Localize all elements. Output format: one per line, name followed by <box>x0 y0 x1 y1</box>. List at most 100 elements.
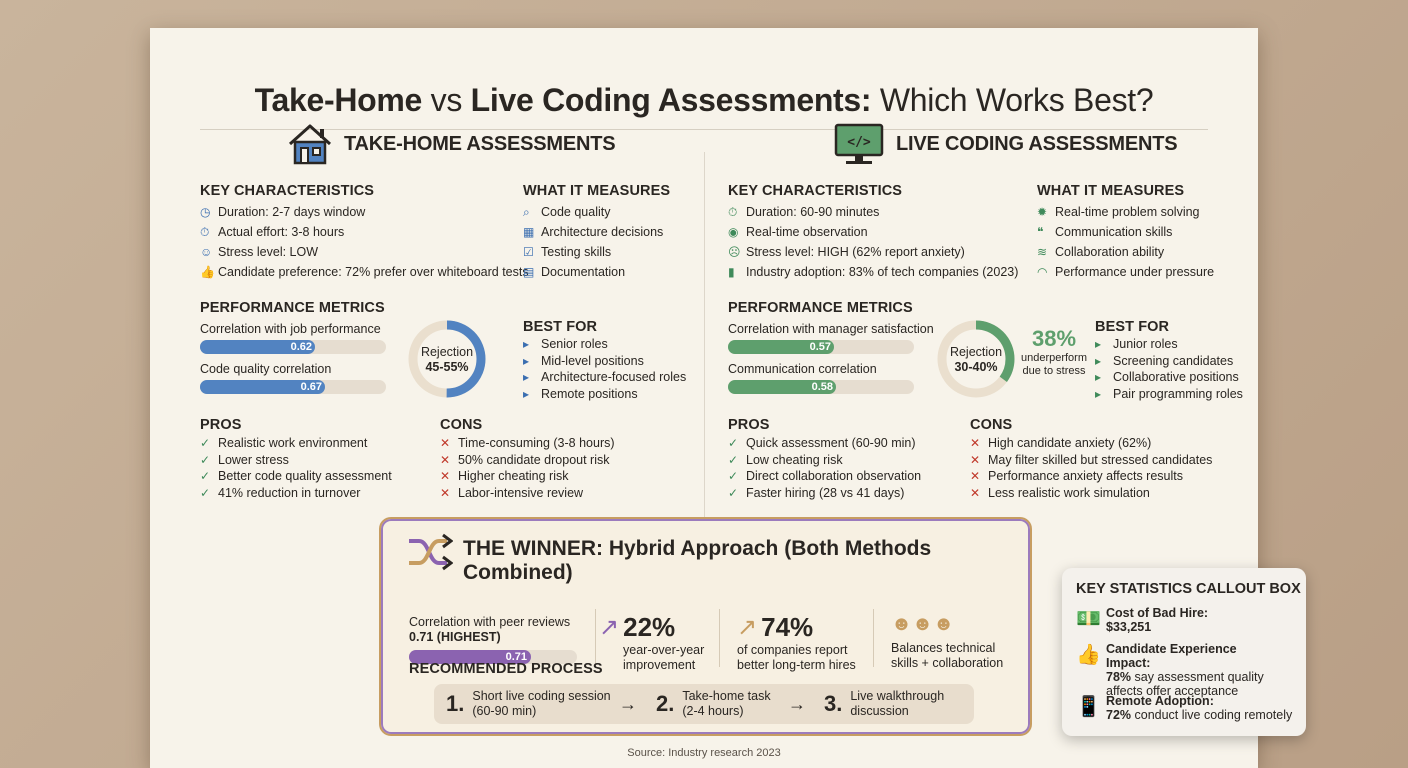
metric-label: Correlation with manager satisfaction <box>728 322 934 336</box>
live-pros-title: PROS <box>728 417 770 433</box>
list-item: 👍 Candidate preference: 72% prefer over w… <box>200 265 529 279</box>
live-best-list: ▸ Junior roles ▸ Screening candidates ▸ Col… <box>1095 336 1243 402</box>
winner-title: THE WINNER: Hybrid Approach (Both Method… <box>463 537 932 584</box>
list-item: ⏱ Duration: 60-90 minutes <box>728 204 880 220</box>
stat-line: due to stress <box>1022 365 1086 377</box>
process-step-1: 1. Short live coding session (60-90 min) <box>446 689 611 718</box>
list-item: ▤ Documentation <box>523 265 626 279</box>
take-home-measures-list: ⌕ Code quality ▦ Architecture decisions ☑ T… <box>523 202 663 282</box>
stat-yoy: ↗ 22% year-over-year improvement <box>599 612 705 672</box>
metric-bar: 0.58 <box>728 380 914 394</box>
triangle-bullet-icon: ▸ <box>523 386 530 401</box>
triangle-bullet-icon: ▸ <box>523 370 530 385</box>
rejection-label: Rejection <box>949 345 1003 359</box>
stat-divider <box>595 609 596 667</box>
take-home-metric-1: Correlation with job performance 0.62 <box>200 322 386 354</box>
callout-title: KEY STATISTICS CALLOUT BOX <box>1076 581 1301 597</box>
list-item: ✓ Better code quality assessment <box>200 469 392 484</box>
take-home-perf-title: PERFORMANCE METRICS <box>200 300 385 316</box>
triangle-bullet-icon: ▸ <box>1095 353 1102 368</box>
infographic-paper: Take-Home vs Live Coding Assessments: Wh… <box>150 28 1258 768</box>
list-item: ▸ Architecture-focused roles <box>523 370 687 385</box>
eye-icon: ◉ <box>728 225 739 239</box>
metric-label: Correlation with job performance <box>200 322 381 336</box>
take-home-best-list: ▸ Senior roles ▸ Mid-level positions ▸ Arch… <box>523 336 686 402</box>
arrow-right-icon: → <box>619 694 637 714</box>
bar-chart-icon: ▮ <box>728 265 735 279</box>
clock-icon: ◷ <box>200 205 211 219</box>
metric-bar: 0.71 <box>409 650 577 664</box>
page-title: Take-Home vs Live Coding Assessments: Wh… <box>150 82 1258 119</box>
list-item: ≋ Collaboration ability <box>1037 245 1165 259</box>
check-icon: ✓ <box>728 436 739 451</box>
title-vs: vs <box>422 82 471 118</box>
list-item: ▸ Pair programming roles <box>1095 386 1243 401</box>
trend-up-icon: ↗ <box>737 614 758 641</box>
process-title: RECOMMENDED PROCESS <box>409 661 603 677</box>
house-icon <box>286 122 334 171</box>
cross-icon: ✕ <box>440 436 451 451</box>
check-icon: ✓ <box>200 436 211 451</box>
stat-divider <box>719 609 720 667</box>
metric-bar: 0.62 <box>200 340 386 354</box>
dollar-bill-icon: 💵 <box>1076 608 1101 630</box>
metric-bar: 0.67 <box>200 380 386 394</box>
live-measures-list: ✹ Real-time problem solving ❝ Communicatio… <box>1037 202 1214 282</box>
thumbs-up-icon: 👍 <box>200 265 215 279</box>
list-item: ▸ Senior roles <box>523 337 608 352</box>
metric-bar-fill: 0.71 <box>409 650 531 664</box>
blueprint-icon: ▦ <box>523 225 535 239</box>
list-item: ◠ Performance under pressure <box>1037 265 1215 279</box>
lightbulb-icon: ✹ <box>1037 205 1048 219</box>
list-item: ⏱ Actual effort: 3-8 hours <box>200 224 345 240</box>
list-item: ✕ Time-consuming (3-8 hours) <box>440 436 615 451</box>
hybrid-correlation: Correlation with peer reviews 0.71 (HIGH… <box>409 615 577 664</box>
cross-icon: ✕ <box>440 469 451 484</box>
list-item: ☑ Testing skills <box>523 245 612 259</box>
list-item: ▸ Screening candidates <box>1095 353 1234 368</box>
triangle-bullet-icon: ▸ <box>1095 370 1102 385</box>
live-cons-title: CONS <box>970 417 1013 433</box>
list-item: ✓ Faster hiring (28 vs 41 days) <box>728 485 905 500</box>
rejection-value: 30-40% <box>954 360 998 374</box>
take-home-pros-list: ✓ Realistic work environment ✓ Lower stres… <box>200 435 392 501</box>
stopwatch-icon: ⏱ <box>728 204 738 219</box>
live-measures-title: WHAT IT MEASURES <box>1037 183 1185 199</box>
list-item: ⌕ Code quality <box>523 204 611 220</box>
check-icon: ✓ <box>728 469 739 484</box>
checkbox-icon: ☑ <box>523 245 534 259</box>
take-home-rejection-donut: Rejection 45-55% <box>407 319 487 404</box>
stat-companies: ↗ 74% of companies report better long-ter… <box>737 612 856 672</box>
shuffle-icon <box>407 533 454 576</box>
live-section-title: LIVE CODING ASSESSMENTS <box>896 133 1178 155</box>
list-item: ✓ Lower stress <box>200 452 289 467</box>
triangle-bullet-icon: ▸ <box>523 337 530 352</box>
metric-label: Communication correlation <box>728 362 877 376</box>
list-item: ▸ Mid-level positions <box>523 353 644 368</box>
cross-icon: ✕ <box>970 485 981 500</box>
cross-icon: ✕ <box>440 452 451 467</box>
cross-icon: ✕ <box>970 452 981 467</box>
magnifier-icon: ⌕ <box>523 204 530 219</box>
metric-bar-fill: 0.57 <box>728 340 834 354</box>
triangle-bullet-icon: ▸ <box>523 353 530 368</box>
process-steps: 1. Short live coding session (60-90 min) … <box>434 684 974 724</box>
take-home-section-title: TAKE-HOME ASSESSMENTS <box>344 133 616 155</box>
live-metric-2: Communication correlation 0.58 <box>728 362 914 394</box>
live-metric-1: Correlation with manager satisfaction 0.… <box>728 322 934 354</box>
list-item: ☹ Stress level: HIGH (62% report anxiety) <box>728 245 965 259</box>
list-item: ✕ Less realistic work simulation <box>970 485 1150 500</box>
thumbs-up-icon: 👍 <box>1076 644 1101 666</box>
cross-icon: ✕ <box>440 485 451 500</box>
title-divider <box>200 129 1208 130</box>
list-item: ✕ Higher cheating risk <box>440 469 569 484</box>
list-item: ✕ 50% candidate dropout risk <box>440 452 610 467</box>
list-item: ◷ Duration: 2-7 days window <box>200 205 366 219</box>
take-home-key-title: KEY CHARACTERISTICS <box>200 183 375 199</box>
live-perf-title: PERFORMANCE METRICS <box>728 300 913 316</box>
callout-item-cost: 💵 Cost of Bad Hire: $33,251 <box>1076 606 1209 634</box>
take-home-measures-title: WHAT IT MEASURES <box>523 183 671 199</box>
remote-device-icon: 📱 <box>1076 696 1101 718</box>
process-step-3: 3. Live walkthrough discussion <box>824 689 945 718</box>
stopwatch-icon: ⏱ <box>200 224 210 239</box>
